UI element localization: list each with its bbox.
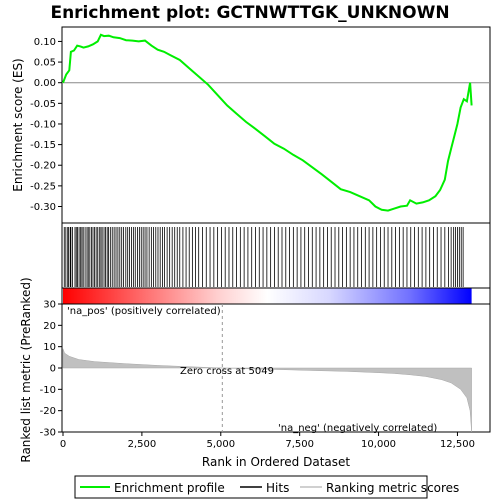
metric-ytick-label: -20 [40, 406, 56, 417]
chart-title: Enrichment plot: GCTNWTTGK_UNKNOWN [50, 3, 449, 23]
hits-panel [62, 223, 490, 288]
neg-correlated-label: 'na_neg' (negatively correlated) [278, 423, 437, 434]
es-ytick-label: 0.10 [34, 37, 56, 48]
es-panel-frame [62, 27, 490, 223]
es-panel: 0.10 0.05 0.00 -0.05 -0.10 -0.15 -0.20 -0.25 -0.… [11, 27, 490, 223]
metric-xtick-label: 0 [60, 439, 66, 450]
es-ytick-label: -0.10 [30, 119, 56, 130]
es-ytick-label: 0.05 [34, 58, 56, 69]
metric-xtick-label: 2,500 [128, 439, 157, 450]
color-gradient-band [63, 288, 472, 304]
es-ytick-label: -0.25 [30, 181, 56, 192]
legend-label-hits: Hits [266, 481, 289, 495]
metric-xtick-label: 12,500 [440, 439, 475, 450]
legend-label-ranking-metric: Ranking metric scores [326, 481, 459, 495]
legend-label-enrichment-profile: Enrichment profile [114, 481, 225, 495]
es-ytick-label: -0.15 [30, 140, 56, 151]
metric-ytick-label: 10 [43, 342, 56, 353]
es-ytick-label: 0.00 [34, 78, 56, 89]
metric-xlabel: Rank in Ordered Dataset [202, 455, 350, 469]
metric-xtick-label: 5,000 [206, 439, 235, 450]
pos-correlated-label: 'na_pos' (positively correlated) [67, 306, 221, 317]
metric-ytick-label: -30 [40, 428, 56, 439]
metric-xtick-label: 10,000 [361, 439, 396, 450]
zero-cross-label: Zero cross at 5049 [180, 366, 274, 377]
es-ylabel: Enrichment score (ES) [11, 58, 25, 191]
metric-ylabel: Ranked list metric (PreRanked) [19, 277, 33, 462]
es-ytick-label: -0.05 [30, 99, 56, 110]
es-ytick-label: -0.20 [30, 161, 56, 172]
rank-color-band [62, 288, 490, 304]
legend: Enrichment profile Hits Ranking metric s… [75, 476, 459, 498]
metric-ytick-label: -10 [40, 385, 56, 396]
metric-panel: 30 20 10 0 -10 -20 -30 0 2,500 5,000 7,500 10,000 1… [19, 277, 490, 469]
metric-ytick-label: 0 [50, 364, 56, 375]
metric-ytick-label: 30 [43, 300, 56, 311]
metric-ytick-label: 20 [43, 321, 56, 332]
metric-xtick-label: 7,500 [285, 439, 314, 450]
es-ytick-label: -0.30 [30, 202, 56, 213]
